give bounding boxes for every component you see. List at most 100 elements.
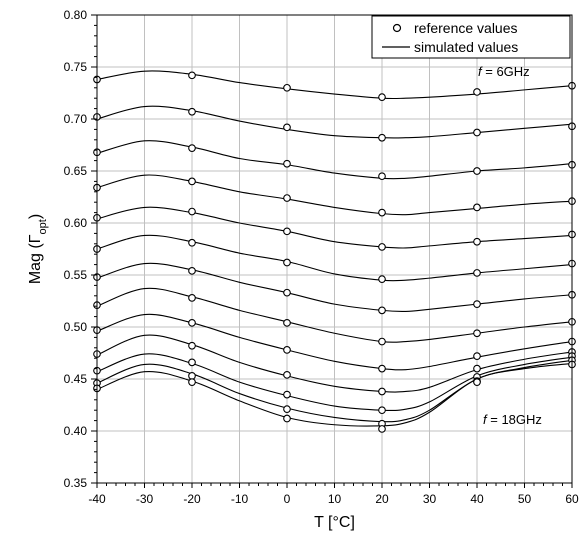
x-tick-label-3: -10 — [231, 492, 249, 506]
reference-point-0-4 — [473, 88, 481, 96]
y-tick-label-1: 0.40 — [64, 424, 88, 438]
simulated-line-9 — [96, 334, 573, 393]
legend-simulated-label: simulated values — [414, 39, 518, 55]
reference-point-2-4 — [473, 167, 481, 175]
y-tick-labels: 0.35 0.40 0.45 0.50 0.55 0.60 0.65 0.70 0.75 0.80 — [64, 8, 88, 490]
reference-point-4-3 — [378, 243, 386, 251]
reference-point-3-3 — [378, 208, 386, 217]
reference-point-10-3 — [378, 406, 386, 415]
reference-point-4-4 — [473, 237, 481, 246]
reference-point-2-3 — [378, 172, 386, 181]
x-tick-label-5: 10 — [328, 492, 342, 506]
reference-point-7-2 — [283, 318, 291, 327]
reference-point-5-2 — [283, 258, 291, 267]
legend: reference values simulated values — [371, 15, 571, 59]
x-tick-label-4: 0 — [284, 492, 291, 506]
y-axis-label-close: ) — [27, 214, 44, 219]
annotation-18ghz: f = 18GHz — [483, 412, 542, 427]
y-tick-label-2: 0.45 — [64, 372, 88, 386]
simulated-line-10 — [96, 353, 573, 412]
x-axis-label: T [°C] — [314, 514, 355, 531]
reference-point-2-2 — [283, 159, 291, 168]
reference-point-7-4 — [473, 329, 481, 338]
reference-point-11-1 — [188, 372, 196, 380]
reference-point-0-2 — [283, 83, 291, 92]
reference-point-8-4 — [473, 352, 481, 360]
reference-point-8-1 — [188, 318, 196, 327]
reference-point-3-2 — [283, 194, 291, 202]
y-tick-label-9: 0.80 — [64, 8, 88, 22]
simulated-line-0 — [96, 70, 573, 100]
reference-point-6-4 — [473, 300, 481, 308]
reference-point-2-1 — [188, 144, 196, 152]
reference-point-4-1 — [188, 207, 196, 216]
reference-point-1-3 — [378, 133, 386, 142]
simulated-line-4 — [96, 206, 573, 249]
legend-circle-marker — [392, 23, 402, 33]
reference-point-1-4 — [473, 128, 481, 137]
legend-box — [371, 15, 571, 59]
reference-point-5-1 — [188, 238, 196, 247]
reference-point-1-2 — [283, 123, 291, 132]
axis-ticks — [91, 14, 573, 488]
simulated-line-12 — [96, 362, 573, 427]
reference-point-11-2 — [283, 405, 291, 414]
reference-point-3-4 — [473, 203, 481, 212]
x-tick-label-7: 30 — [423, 492, 437, 506]
simulated-line-8 — [96, 313, 573, 371]
reference-point-7-1 — [188, 294, 196, 302]
reference-point-8-3 — [378, 364, 386, 373]
reference-point-0-3 — [378, 93, 386, 102]
annotation-18ghz-f: f — [483, 412, 488, 427]
reference-point-10-1 — [188, 358, 196, 367]
reference-point-7-3 — [378, 337, 386, 346]
reference-point-12-4 — [473, 378, 481, 386]
annotation-18ghz-value: = 18GHz — [487, 412, 542, 427]
simulated-line-3 — [96, 174, 573, 216]
y-tick-label-6: 0.65 — [64, 164, 88, 178]
simulated-line-7 — [96, 287, 573, 343]
y-axis-label-main: Mag (Γ — [27, 234, 44, 284]
reference-point-0-1 — [188, 71, 196, 80]
reference-point-6-1 — [188, 266, 196, 275]
legend-reference-label: reference values — [414, 20, 518, 36]
y-tick-label-0: 0.35 — [64, 476, 88, 490]
reference-point-9-1 — [188, 341, 196, 350]
reference-point-6-2 — [283, 288, 291, 297]
y-tick-label-3: 0.50 — [64, 320, 88, 334]
y-tick-label-7: 0.70 — [64, 112, 88, 126]
reference-point-9-4 — [473, 364, 481, 373]
x-tick-labels: -40 -30 -20 -10 0 10 20 30 40 50 60 — [88, 492, 579, 506]
annotation-6ghz: f = 6GHz — [478, 64, 530, 79]
reference-point-4-2 — [283, 227, 291, 236]
reference-point-8-2 — [283, 346, 291, 354]
x-tick-label-2: -20 — [183, 492, 201, 506]
x-tick-label-10: 60 — [565, 492, 579, 506]
reference-point-10-2 — [283, 390, 291, 399]
simulated-line-2 — [96, 140, 573, 180]
x-tick-label-1: -30 — [136, 492, 154, 506]
x-tick-label-0: -40 — [88, 492, 106, 506]
x-tick-label-8: 40 — [470, 492, 484, 506]
y-tick-label-8: 0.75 — [64, 60, 88, 74]
reference-point-9-3 — [378, 387, 386, 396]
reference-point-12-1 — [188, 378, 196, 386]
simulated-line-5 — [96, 234, 573, 282]
x-tick-label-9: 50 — [518, 492, 532, 506]
reference-point-9-2 — [283, 370, 291, 379]
reference-point-3-1 — [188, 177, 196, 186]
simulated-curves — [96, 70, 573, 427]
reference-point-12-2 — [283, 414, 291, 423]
simulated-line-6 — [96, 262, 573, 313]
y-tick-label-5: 0.60 — [64, 216, 88, 230]
y-tick-label-4: 0.55 — [64, 268, 88, 282]
x-tick-label-6: 20 — [375, 492, 389, 506]
y-axis-label: Mag (Γopt) — [27, 214, 49, 284]
reference-point-12-3 — [378, 425, 386, 433]
y-axis-label-subscript: opt — [37, 219, 49, 234]
reference-point-5-4 — [473, 269, 481, 277]
reference-point-6-3 — [378, 306, 386, 315]
reference-point-1-1 — [188, 107, 196, 116]
